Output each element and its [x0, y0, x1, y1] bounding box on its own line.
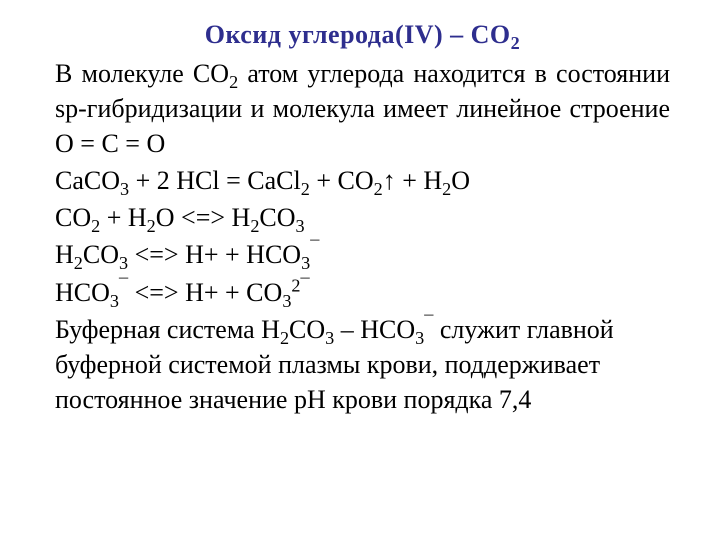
- text: CO: [83, 240, 119, 269]
- text: ↑ + H: [383, 166, 442, 195]
- title-formula-base: CO: [471, 20, 511, 49]
- sup: ¯: [119, 275, 128, 295]
- sub: 2: [374, 179, 383, 199]
- sub: 2: [442, 179, 451, 199]
- sub: 3: [301, 254, 310, 274]
- slide-content: В молекуле CO2 атом углерода находится в…: [55, 56, 670, 417]
- sub: 2: [280, 328, 289, 348]
- text: В молекуле CO: [55, 59, 229, 88]
- title-sep: –: [443, 20, 471, 49]
- paragraph-1: В молекуле CO2 атом углерода находится в…: [55, 56, 670, 161]
- text: CO: [289, 315, 325, 344]
- text: O: [451, 166, 470, 195]
- sub: 2: [74, 254, 83, 274]
- text: CO: [55, 203, 91, 232]
- text: CO: [259, 203, 295, 232]
- sup: ¯: [310, 238, 319, 258]
- sub: 3: [110, 291, 119, 311]
- sub: 2: [147, 217, 156, 237]
- sup: 2: [291, 275, 300, 295]
- paragraph-2: Буферная система H2CO3 – HCO3¯ служит гл…: [55, 312, 670, 417]
- text: + 2 HCl = CaCl: [129, 166, 301, 195]
- sub: 3: [120, 179, 129, 199]
- sub: 3: [325, 328, 334, 348]
- text: H: [55, 240, 74, 269]
- title-formula-sub: 2: [511, 33, 521, 53]
- text: <=> H+ + HCO: [128, 240, 301, 269]
- text: + H: [100, 203, 146, 232]
- text: – HCO: [334, 315, 415, 344]
- text: O <=> H: [156, 203, 251, 232]
- sub: 2: [229, 72, 238, 92]
- sub: 2: [301, 179, 310, 199]
- equation-3: H2CO3 <=> H+ + HCO3¯: [55, 237, 670, 272]
- sub: 2: [91, 217, 100, 237]
- sub: 3: [119, 254, 128, 274]
- slide-title: Оксид углерода(IV) – CO2: [55, 20, 670, 50]
- equation-4: HCO3¯ <=> H+ + CO32¯: [55, 275, 670, 310]
- sub: 3: [296, 217, 305, 237]
- sup: ¯: [301, 275, 310, 295]
- equation-1: CaCO3 + 2 HCl = CaCl2 + CO2↑ + H2O: [55, 163, 670, 198]
- text: CaCO: [55, 166, 120, 195]
- text: <=> H+ + CO: [128, 278, 282, 307]
- text: + CO: [310, 166, 374, 195]
- text: HCO: [55, 278, 110, 307]
- equation-2: CO2 + H2O <=> H2CO3: [55, 200, 670, 235]
- text: Буферная система H: [55, 315, 280, 344]
- title-text: Оксид углерода(IV): [205, 20, 443, 49]
- sub: 3: [415, 328, 424, 348]
- sup: ¯: [424, 312, 433, 332]
